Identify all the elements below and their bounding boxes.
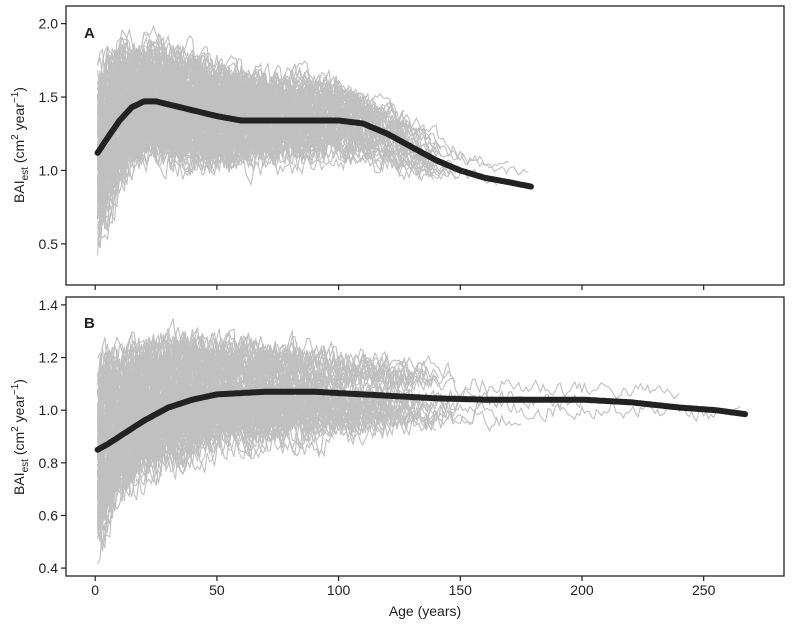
background-series-line: [97, 45, 427, 144]
background-series-line: [97, 341, 425, 430]
panel-b-background-series: [97, 318, 741, 565]
panel-a-background-series: [97, 24, 529, 256]
panel-b-label: B: [84, 315, 95, 332]
panel-b-frame: [65, 296, 785, 577]
x-axis-label: Age (years): [389, 603, 461, 619]
panel-b-ylabel-unit-open: (cm: [11, 432, 27, 459]
background-series-line: [97, 375, 393, 476]
background-series-line: [97, 113, 233, 243]
panel-b-ylabel-unit-close: ): [11, 379, 27, 384]
background-series-line: [97, 402, 310, 546]
panel-a-ylabel-sup2: −1: [10, 91, 21, 103]
x-tick-label: 150: [449, 582, 473, 598]
panel-a: 0.5 1.0 1.5 2.0 A BAIest (cm2 year−1): [10, 5, 785, 290]
y-tick-label: 1.4: [39, 297, 59, 313]
background-series-line: [97, 348, 439, 441]
background-series-line: [97, 42, 408, 127]
panel-b-ylabel-main: BAI: [11, 472, 27, 495]
y-tick-label: 0.8: [39, 455, 59, 471]
background-series-line: [97, 375, 201, 446]
x-tick-label: 50: [209, 582, 225, 598]
x-tick-label: 100: [327, 582, 351, 598]
y-tick-label: 1.5: [39, 89, 59, 105]
background-series-line: [97, 389, 364, 522]
y-tick-label: 0.5: [39, 236, 59, 252]
panel-b-y-axis-label: BAIest (cm2 year−1): [10, 379, 31, 495]
panel-b-ylabel-sup1: 2: [10, 426, 21, 432]
panel-a-y-axis-label: BAIest (cm2 year−1): [10, 87, 31, 203]
background-series-line: [97, 121, 262, 207]
panel-b-ylabel-sup2: −1: [10, 383, 21, 395]
background-series-line: [97, 409, 379, 537]
background-series-line: [97, 392, 410, 523]
panel-a-ylabel-unit-close: ): [11, 87, 27, 92]
background-series-line: [97, 100, 257, 210]
background-series-line: [97, 383, 386, 478]
panel-a-ylabel-unit-open: (cm: [11, 140, 27, 167]
panel-a-ylabel-sup1: 2: [10, 134, 21, 140]
panel-b-ylabel-sub: est: [20, 459, 31, 473]
panel-b: 0.4 0.6 0.8 1.0 1.2 1.4 0 50 100 150 200 250 B BAI…: [10, 296, 785, 619]
x-tick-label: 0: [91, 582, 99, 598]
panel-a-ylabel-main: BAI: [11, 180, 27, 203]
y-tick-label: 1.0: [39, 162, 59, 178]
panel-a-x-ticks: [94, 285, 705, 290]
panel-b-y-ticks: 0.4 0.6 0.8 1.0 1.2 1.4: [39, 297, 66, 576]
panel-a-frame: [65, 5, 785, 286]
background-series-line: [97, 33, 432, 141]
panel-b-x-ticks: 0 50 100 150 200 250: [91, 576, 716, 598]
panel-a-y-ticks: 0.5 1.0 1.5 2.0: [39, 16, 66, 252]
x-tick-label: 200: [570, 582, 594, 598]
panel-a-fit-line: [94, 98, 534, 190]
panel-a-label: A: [84, 25, 95, 42]
x-tick-label: 250: [692, 582, 716, 598]
y-tick-label: 1.2: [39, 350, 59, 366]
background-series-line: [97, 328, 196, 416]
panel-a-ylabel-sub: est: [20, 167, 31, 181]
y-tick-label: 2.0: [39, 16, 59, 32]
panel-b-fit-line: [94, 388, 749, 453]
background-series-line: [97, 340, 225, 427]
panel-b-ylabel-unit-mid: year: [11, 395, 27, 426]
background-series-line: [97, 122, 364, 256]
y-tick-label: 0.6: [39, 507, 59, 523]
panel-a-ylabel-unit-mid: year: [11, 103, 27, 134]
y-tick-label: 1.0: [39, 402, 59, 418]
y-tick-label: 0.4: [39, 560, 59, 576]
